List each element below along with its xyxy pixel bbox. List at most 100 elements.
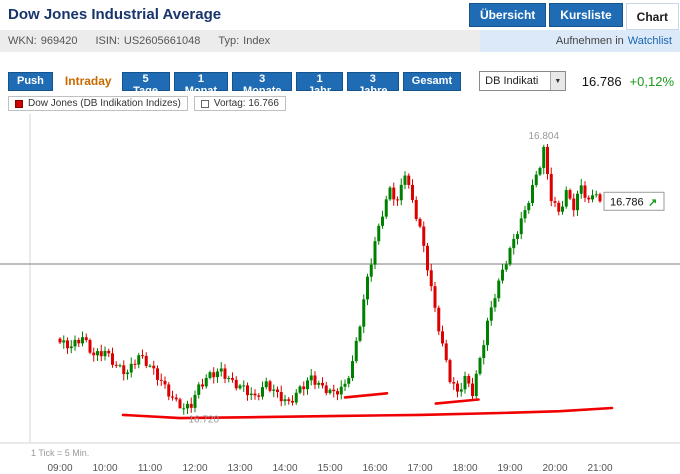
candle-body xyxy=(159,379,163,381)
period-button-1-monat[interactable]: 1 Monat xyxy=(173,71,229,97)
candle-body xyxy=(396,199,399,201)
legend-vortag-label: Vortag: 16.766 xyxy=(213,98,279,109)
vortag-swatch-icon xyxy=(200,99,209,108)
candle-body xyxy=(257,395,261,397)
candle-body xyxy=(324,385,328,394)
candle-body xyxy=(197,384,201,395)
candle-body xyxy=(309,375,313,381)
tab-chart[interactable]: Chart xyxy=(625,3,679,30)
candle-body xyxy=(497,280,501,299)
candle-body xyxy=(317,382,321,385)
candle-body xyxy=(129,363,133,373)
candle-body xyxy=(516,234,519,239)
candle-body xyxy=(249,393,253,396)
candle-body xyxy=(587,197,591,200)
candle-body xyxy=(531,185,534,204)
candle-body xyxy=(88,340,92,353)
legend-vortag-chip: Vortag: 16.766 xyxy=(193,96,286,111)
chevron-down-icon: ▼ xyxy=(549,72,565,90)
candle-body xyxy=(347,378,351,384)
period-button-5-tage[interactable]: 5 Tage xyxy=(121,71,170,97)
candle-body xyxy=(557,202,561,212)
candle-body xyxy=(253,393,257,396)
isin-label: ISIN: xyxy=(95,35,120,47)
candle-body xyxy=(489,307,493,321)
candle-body xyxy=(283,399,287,402)
candle-body xyxy=(193,394,197,408)
candle-body xyxy=(411,184,414,200)
candle-body xyxy=(231,378,234,380)
period-button-1-jahr[interactable]: 1 Jahr xyxy=(296,71,343,97)
candle-body xyxy=(152,365,156,369)
candle-body xyxy=(549,173,553,202)
candle-body xyxy=(118,365,122,367)
candle-body xyxy=(426,245,429,271)
candle-body xyxy=(474,373,478,397)
candle-body xyxy=(403,175,407,185)
candle-body xyxy=(99,351,103,357)
period-intraday-active[interactable]: Intraday xyxy=(64,74,112,88)
candle-body xyxy=(246,385,249,396)
x-tick-2100: 21:00 xyxy=(587,463,612,474)
candle-body xyxy=(358,326,362,341)
candle-body xyxy=(208,372,212,378)
legend-series-chip: Dow Jones (DB Indikation Indizes) xyxy=(8,96,188,111)
candle-body xyxy=(264,381,268,388)
chart-toolbar: Push Intraday 5 Tage 1 Monat 3 Monate 1 Jah… xyxy=(8,70,674,97)
x-tick-0900: 09:00 xyxy=(47,463,72,474)
price-chart: 16.804 16.720 16.786 ↗ 1 Tick = 5 Min. 09:00 1… xyxy=(0,114,680,474)
candle-body xyxy=(388,187,392,200)
candle-body xyxy=(163,380,167,385)
candle-body xyxy=(234,379,238,389)
candle-body xyxy=(508,248,512,265)
x-tick-1700: 17:00 xyxy=(407,463,432,474)
watchlist-link[interactable]: Watchlist xyxy=(627,35,672,47)
candle-body xyxy=(392,187,396,200)
candle-body xyxy=(84,337,88,341)
candle-body xyxy=(422,226,426,246)
period-button-3-jahre[interactable]: 3 Jahre xyxy=(346,71,399,97)
candle-body xyxy=(321,382,324,386)
candle-body xyxy=(306,380,309,390)
candle-body xyxy=(572,198,576,211)
candle-body xyxy=(302,386,306,390)
candle-body xyxy=(564,190,568,207)
last-price-label: 16.786 xyxy=(610,196,644,208)
candle-body xyxy=(598,194,602,202)
candle-body xyxy=(512,238,516,249)
candle-body xyxy=(501,269,504,281)
candle-body xyxy=(122,365,126,375)
period-buttons: 5 Tage 1 Monat 3 Monate 1 Jahr 3 Jahre Gesamt xyxy=(121,71,466,97)
candle-body xyxy=(504,264,508,270)
watchlist-area: Aufnehmen in Watchlist xyxy=(480,30,680,52)
candle-body xyxy=(276,389,279,393)
candle-body xyxy=(148,365,152,367)
candle-body xyxy=(133,363,137,365)
candle-body xyxy=(418,219,422,227)
candle-body xyxy=(111,353,114,365)
candle-body xyxy=(126,372,129,375)
candle-body xyxy=(444,343,448,361)
push-button[interactable]: Push xyxy=(8,71,53,91)
tab-kursliste[interactable]: Kursliste xyxy=(549,3,623,27)
header: Dow Jones Industrial Average Übersicht Ku… xyxy=(0,0,680,30)
candle-body xyxy=(591,195,594,200)
indicator-select[interactable]: DB Indikati ▼ xyxy=(479,71,566,91)
price-change: +0,12% xyxy=(629,73,674,89)
series-swatch-icon xyxy=(15,99,23,108)
period-button-3-monate[interactable]: 3 Monate xyxy=(232,71,293,97)
period-button-gesamt[interactable]: Gesamt xyxy=(402,71,462,91)
candle-body xyxy=(362,299,366,327)
candle-body xyxy=(62,340,66,343)
tab-uebersicht[interactable]: Übersicht xyxy=(468,3,547,27)
candle-body xyxy=(103,350,107,357)
x-tick-1200: 12:00 xyxy=(182,463,207,474)
candle-body xyxy=(287,399,291,401)
candle-body xyxy=(107,350,111,354)
x-tick-1300: 13:00 xyxy=(227,463,252,474)
candle-body xyxy=(534,174,538,186)
candle-body xyxy=(279,392,283,402)
candle-body xyxy=(69,346,73,349)
page-title: Dow Jones Industrial Average xyxy=(8,6,222,23)
drawn-trendline-2 xyxy=(343,391,389,399)
